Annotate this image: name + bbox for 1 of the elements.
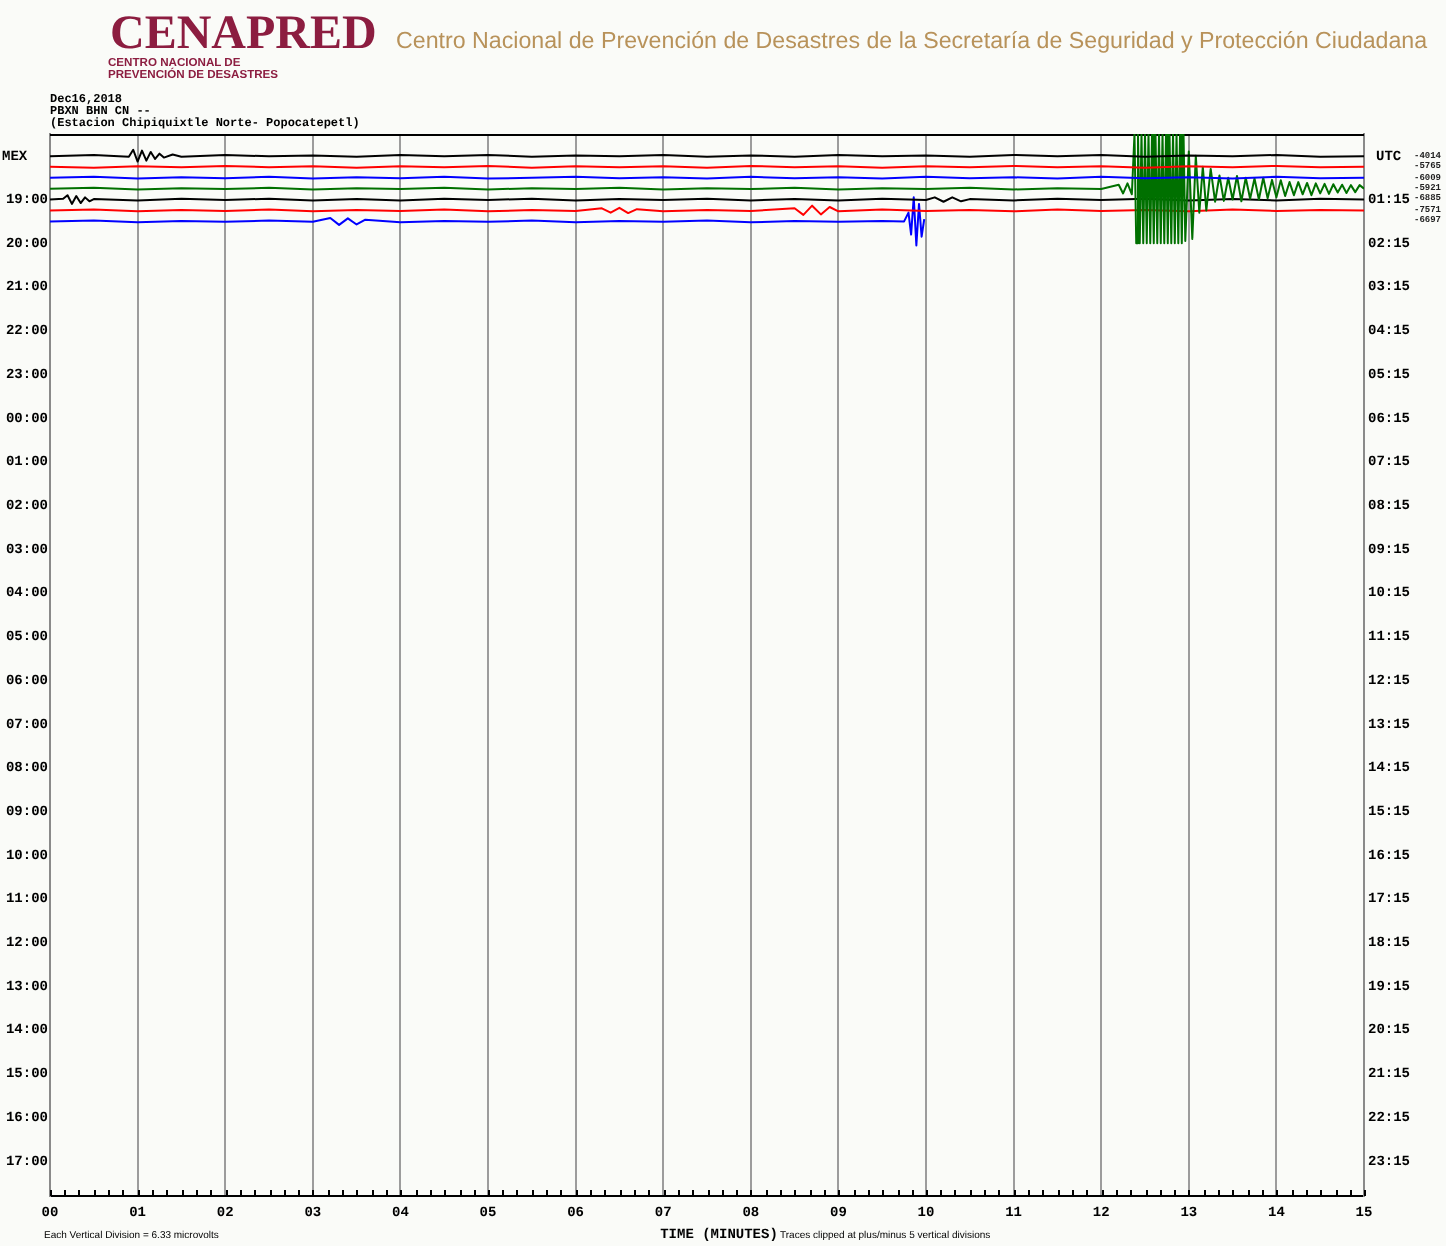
chart-title: Centro Nacional de Prevención de Desastres de la Secretaría de Seguridad y Protección Ciudadana bbox=[396, 28, 1428, 54]
